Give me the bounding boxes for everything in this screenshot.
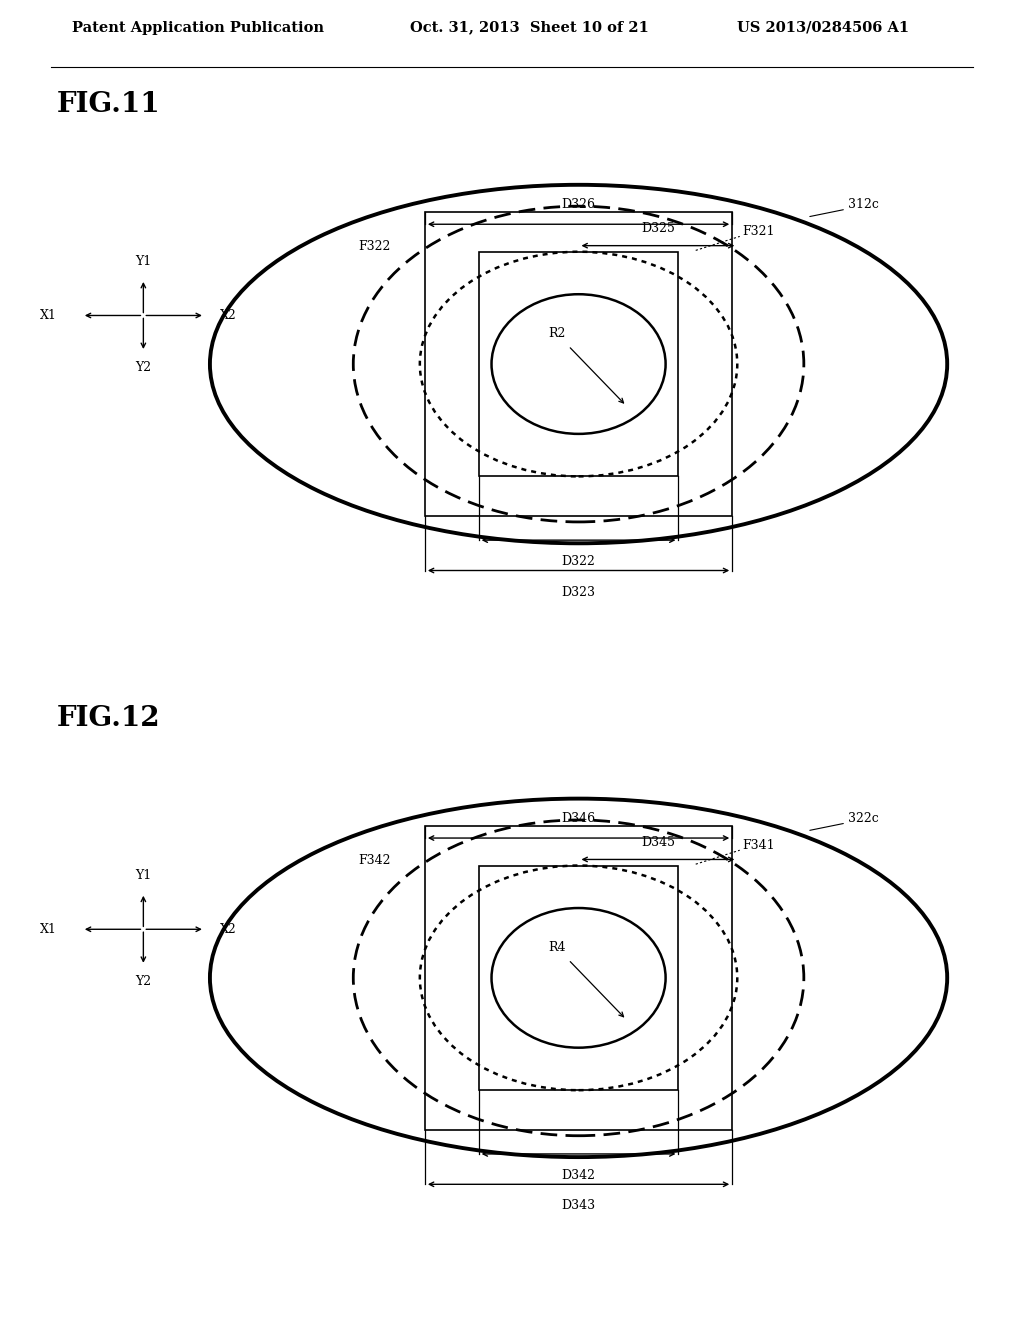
Text: X1: X1 (40, 923, 56, 936)
Text: Y1: Y1 (135, 869, 152, 882)
Bar (425, 826, 732, 1130)
Text: R2: R2 (548, 327, 565, 339)
Text: Patent Application Publication: Patent Application Publication (72, 21, 324, 34)
Text: FIG.12: FIG.12 (56, 705, 160, 731)
Text: X1: X1 (40, 309, 56, 322)
Text: 322c: 322c (848, 812, 879, 825)
Text: Y2: Y2 (135, 360, 152, 374)
Text: US 2013/0284506 A1: US 2013/0284506 A1 (737, 21, 909, 34)
Text: X2: X2 (220, 309, 237, 322)
Text: Oct. 31, 2013  Sheet 10 of 21: Oct. 31, 2013 Sheet 10 of 21 (410, 21, 648, 34)
Text: D345: D345 (641, 836, 675, 849)
Text: D322: D322 (561, 556, 596, 569)
Text: F322: F322 (358, 240, 391, 253)
Bar (478, 866, 678, 1090)
Text: F321: F321 (741, 226, 774, 238)
Text: D323: D323 (561, 586, 596, 599)
Text: R4: R4 (548, 941, 565, 953)
Text: X2: X2 (220, 923, 237, 936)
Text: D325: D325 (641, 222, 675, 235)
Text: D346: D346 (561, 812, 596, 825)
Bar (425, 213, 732, 516)
Text: F342: F342 (358, 854, 391, 867)
Text: F341: F341 (741, 840, 774, 851)
Text: 312c: 312c (848, 198, 879, 211)
Text: Y2: Y2 (135, 974, 152, 987)
Text: Y1: Y1 (135, 255, 152, 268)
Text: FIG.11: FIG.11 (56, 91, 160, 117)
Bar (478, 252, 678, 477)
Text: D326: D326 (561, 198, 596, 211)
Text: D343: D343 (561, 1200, 596, 1213)
Text: D342: D342 (561, 1170, 596, 1183)
